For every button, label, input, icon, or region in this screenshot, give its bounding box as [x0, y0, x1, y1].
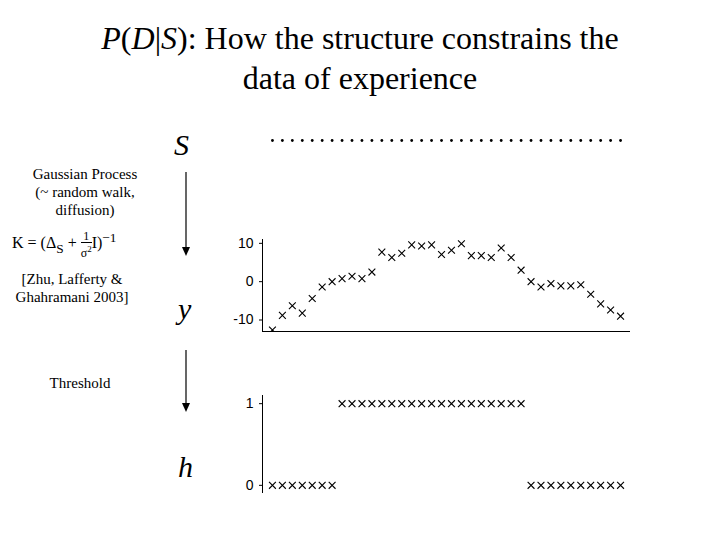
html-text:σ2I)−1: σ2I)−1 — [80, 230, 117, 261]
html-text:diffusion): diffusion) — [55, 202, 115, 218]
html-text:K = (ΔS+1: K = (ΔS+1 — [12, 229, 90, 256]
html-text:Ghahramani 2003]: Ghahramani 2003] — [15, 289, 129, 305]
svg-text:0: 0 — [246, 273, 254, 289]
svg-text:-10: -10 — [233, 311, 253, 327]
html-text:Threshold: Threshold — [49, 375, 111, 391]
html-text:data of experience: data of experience — [242, 60, 478, 96]
html-text:(~ random walk,: (~ random walk, — [35, 184, 135, 200]
svg-text:1: 1 — [246, 395, 254, 411]
html-text:[Zhu, Lafferty &: [Zhu, Lafferty & — [21, 271, 123, 287]
svg-text:0: 0 — [246, 477, 254, 493]
html-text:S: S — [174, 128, 189, 161]
svg-text:10: 10 — [238, 235, 254, 251]
html-text:P (D | S): How the structure c: P (D | S): How the structure constrains … — [101, 20, 619, 56]
html-text:h: h — [178, 450, 193, 483]
html-text:y: y — [178, 292, 192, 325]
html-text:Gaussian Process: Gaussian Process — [32, 166, 138, 182]
